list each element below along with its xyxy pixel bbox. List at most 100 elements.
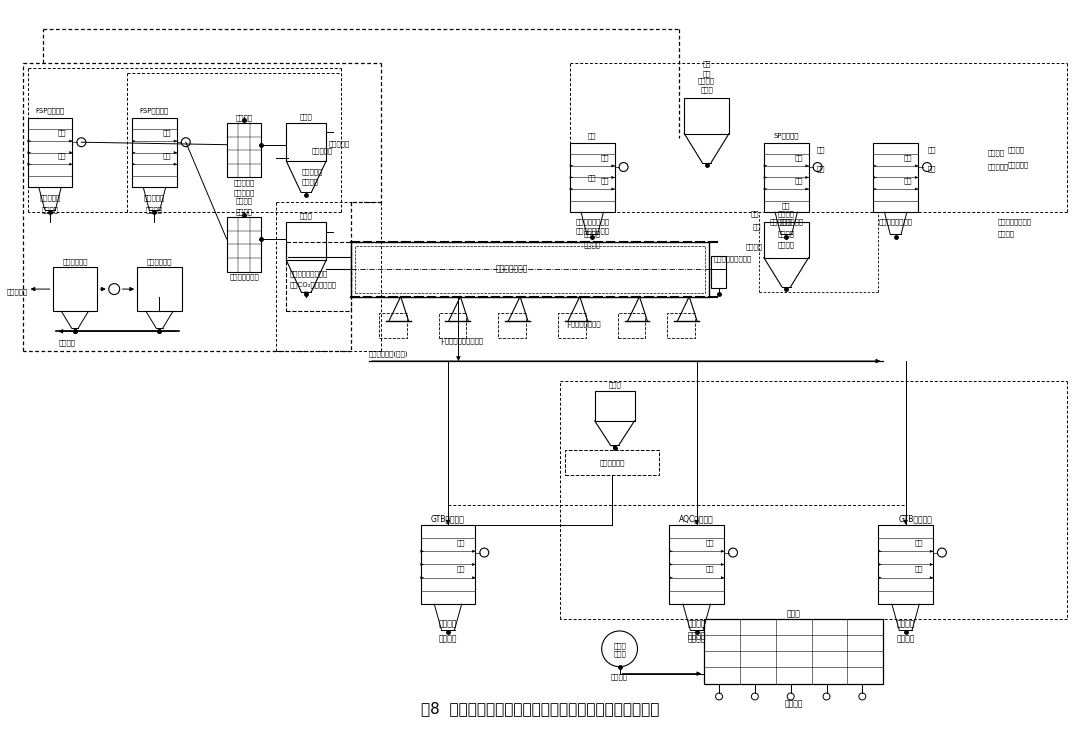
Text: 分离器: 分离器 xyxy=(300,213,312,219)
Bar xyxy=(685,98,729,134)
Text: 环境空气: 环境空气 xyxy=(235,209,253,216)
Bar xyxy=(286,242,351,311)
Text: 去喂料仓: 去喂料仓 xyxy=(778,242,795,249)
Text: 去产品库: 去产品库 xyxy=(896,619,915,629)
Text: 预热器式: 预热器式 xyxy=(698,78,715,85)
Bar xyxy=(227,217,261,272)
Text: 图8  全套外燃式旋窑高温煅烧碳酸盐矿物生产工艺及装备: 图8 全套外燃式旋窑高温煅烧碳酸盐矿物生产工艺及装备 xyxy=(421,701,659,716)
Text: 去气力输送: 去气力输送 xyxy=(301,168,323,175)
Text: 去产品库: 去产品库 xyxy=(688,619,706,629)
Text: 给料仓: 给料仓 xyxy=(780,219,793,225)
Text: 去喂料仓: 去喂料仓 xyxy=(778,231,795,238)
Text: 去产品库: 去产品库 xyxy=(688,632,706,640)
Bar xyxy=(137,267,181,311)
Text: 去产品库: 去产品库 xyxy=(688,635,706,643)
Bar xyxy=(704,619,883,683)
Text: 蒸汽: 蒸汽 xyxy=(915,539,923,545)
Text: 气力输送装置: 气力输送装置 xyxy=(599,460,625,466)
Text: 产品回: 产品回 xyxy=(613,643,626,649)
Bar xyxy=(618,314,646,338)
Text: 蒸汽: 蒸汽 xyxy=(58,130,67,137)
Text: 二级收尘装置: 二级收尘装置 xyxy=(147,259,172,265)
Text: 去产品库: 去产品库 xyxy=(896,635,915,643)
Text: 产品仓: 产品仓 xyxy=(608,382,621,388)
Text: FSP余热锅炉: FSP余热锅炉 xyxy=(139,107,170,114)
Text: 给料仓: 给料仓 xyxy=(700,86,713,93)
Text: 给水: 给水 xyxy=(588,174,596,181)
Text: 原料: 原料 xyxy=(702,70,711,77)
Bar xyxy=(355,246,705,292)
Text: 分离器: 分离器 xyxy=(300,113,312,120)
Text: 去产品库: 去产品库 xyxy=(59,340,76,346)
Bar xyxy=(878,525,933,605)
Text: 给水: 给水 xyxy=(904,178,913,184)
Text: 去产品库: 去产品库 xyxy=(998,231,1014,238)
Text: 热利用装置: 热利用装置 xyxy=(988,164,1009,170)
Text: 蒸汽: 蒸汽 xyxy=(588,132,596,139)
Text: SP余热锅炉: SP余热锅炉 xyxy=(773,132,799,139)
Bar xyxy=(711,256,726,288)
Text: 给料: 给料 xyxy=(782,202,791,208)
Text: 去其他余: 去其他余 xyxy=(1008,146,1025,153)
Text: 去产品库: 去产品库 xyxy=(438,635,457,643)
Text: 蒸汽: 蒸汽 xyxy=(705,539,714,545)
Text: 二级空气预热器: 二级空气预热器 xyxy=(229,274,259,281)
Text: 去燃烧室: 去燃烧室 xyxy=(235,197,253,203)
Bar xyxy=(420,525,475,605)
Text: 蒸汽: 蒸汽 xyxy=(904,155,913,162)
Bar xyxy=(351,242,710,297)
Bar xyxy=(595,391,635,421)
Text: 高温固体物料(产品): 高温固体物料(产品) xyxy=(369,351,408,357)
Text: 蒸汽: 蒸汽 xyxy=(816,146,825,153)
Bar xyxy=(286,123,326,161)
Text: 蒸汽: 蒸汽 xyxy=(457,539,465,545)
Text: 去二级收尘: 去二级收尘 xyxy=(144,194,165,200)
Text: 给水: 给水 xyxy=(600,178,609,184)
Text: 去气力输送: 去气力输送 xyxy=(311,148,333,154)
Bar xyxy=(670,525,724,605)
Text: 给料: 给料 xyxy=(753,224,760,230)
Text: 去脱硫装置一排放: 去脱硫装置一排放 xyxy=(879,219,913,225)
Text: GTB余热锅炉: GTB余热锅炉 xyxy=(899,515,933,523)
Bar xyxy=(379,314,407,338)
Bar xyxy=(438,314,467,338)
Bar xyxy=(53,267,97,311)
Bar xyxy=(667,314,696,338)
Text: 给水: 给水 xyxy=(915,565,923,572)
Text: 收装置: 收装置 xyxy=(613,651,626,657)
Text: 去液化装置: 去液化装置 xyxy=(8,288,28,295)
Text: 给水: 给水 xyxy=(162,153,171,159)
Bar xyxy=(570,143,615,212)
Text: 外燃式旋窑本体: 外燃式旋窑本体 xyxy=(496,265,528,273)
Text: 窑头高温出料及抽取: 窑头高温出料及抽取 xyxy=(289,270,327,276)
Text: |-支撑及传动装置: |-支撑及传动装置 xyxy=(566,321,600,327)
Text: |-燃烧室及燃烧器装置: |-燃烧室及燃烧器装置 xyxy=(441,338,484,345)
Text: 去二级收尘: 去二级收尘 xyxy=(39,194,60,200)
Text: 去气力输送: 去气力输送 xyxy=(233,189,255,196)
Text: 给水: 给水 xyxy=(794,178,802,184)
Text: 去脱硫装置一排放: 去脱硫装置一排放 xyxy=(576,219,609,225)
Text: 去产品库: 去产品库 xyxy=(438,619,457,629)
Bar xyxy=(28,118,72,187)
Text: 蒸汽: 蒸汽 xyxy=(928,146,936,153)
Bar xyxy=(286,222,326,260)
Text: 预热器式: 预热器式 xyxy=(778,211,795,217)
Text: 空气预热器: 空气预热器 xyxy=(233,180,255,186)
Text: 高温CO₂气体密封装置: 高温CO₂气体密封装置 xyxy=(289,281,336,288)
Text: 去燃烧室: 去燃烧室 xyxy=(301,178,319,185)
Text: 去脱硫装置一排放: 去脱硫装置一排放 xyxy=(998,219,1031,225)
Text: 环境空气: 环境空气 xyxy=(235,115,253,121)
Text: 去喂料仓: 去喂料仓 xyxy=(583,231,600,238)
Bar xyxy=(227,123,261,178)
Text: 窑尾喂料及密封装置: 窑尾喂料及密封装置 xyxy=(714,255,753,262)
Text: 蒸汽: 蒸汽 xyxy=(600,155,609,162)
Text: 去产品库: 去产品库 xyxy=(146,206,163,213)
Text: 蒸汽: 蒸汽 xyxy=(162,130,171,137)
Bar xyxy=(132,118,177,187)
Text: 去产品库: 去产品库 xyxy=(41,206,58,213)
Bar xyxy=(498,314,526,338)
Bar xyxy=(558,314,585,338)
Text: 给水: 给水 xyxy=(457,565,465,572)
Bar xyxy=(565,450,660,475)
Text: AQC余热锅炉: AQC余热锅炉 xyxy=(679,515,714,523)
